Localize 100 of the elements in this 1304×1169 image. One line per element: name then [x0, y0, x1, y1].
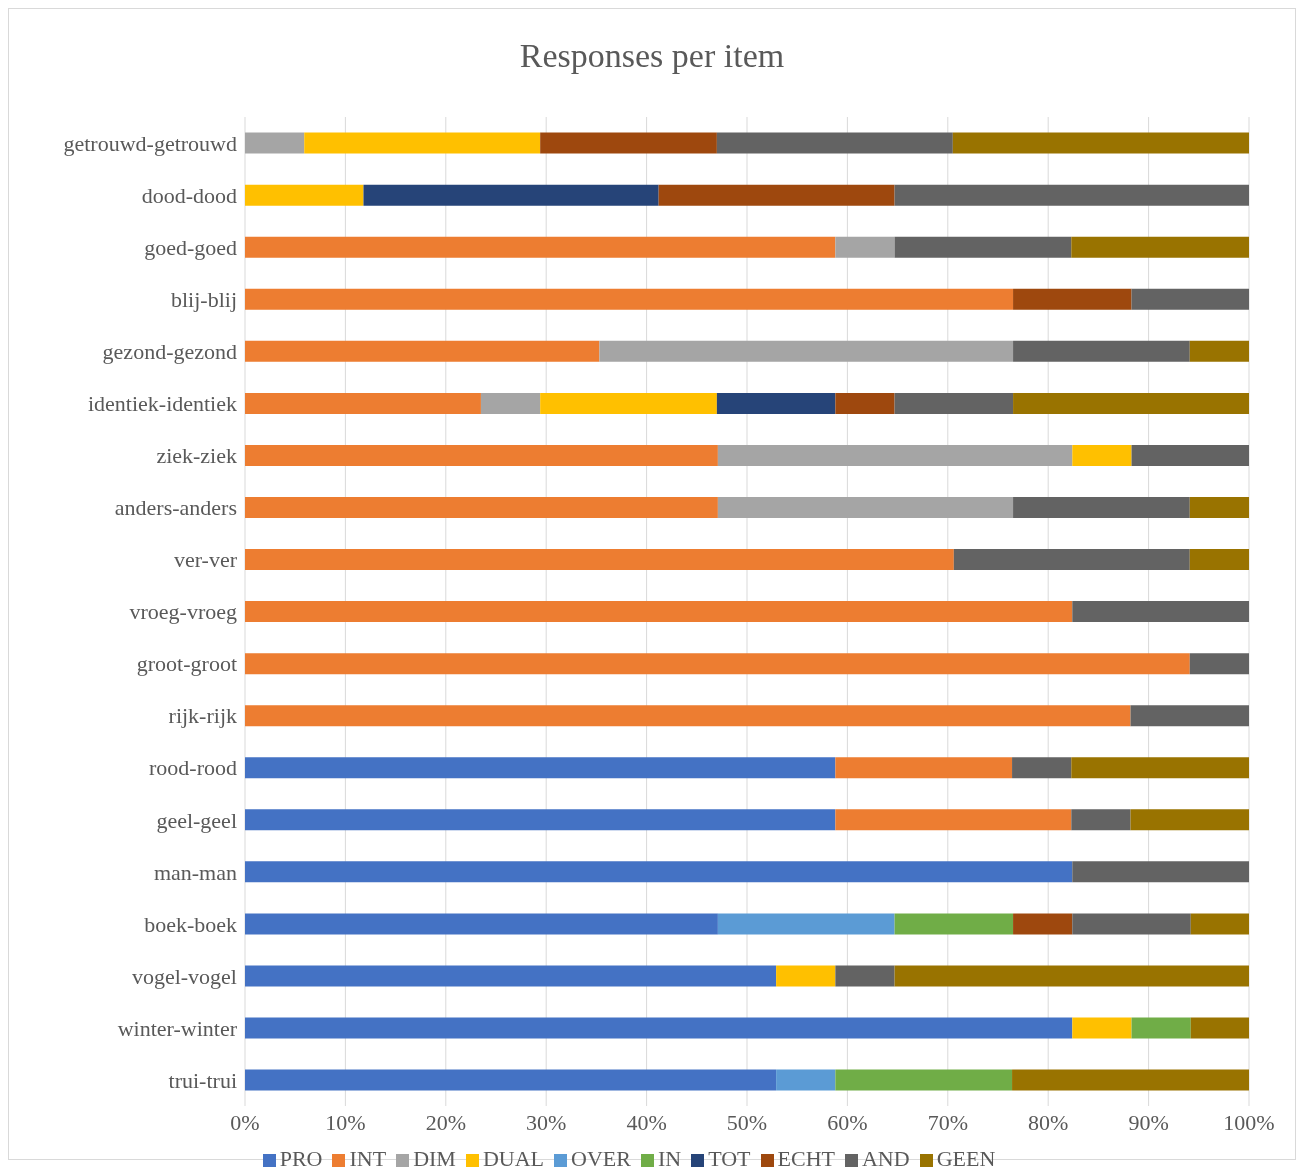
y-tick-label: vroeg-vroeg [129, 599, 237, 625]
y-tick-label: ziek-ziek [156, 443, 237, 469]
y-tick-label: gezond-gezond [102, 339, 237, 365]
legend-label: INT [349, 1146, 387, 1169]
bar [1071, 236, 1249, 258]
bar [540, 132, 717, 154]
bar [1072, 1017, 1132, 1039]
legend-label: ECHT [777, 1146, 835, 1169]
y-tick-label: trui-trui [168, 1067, 237, 1093]
legend-label: AND [861, 1146, 910, 1169]
bar [1013, 392, 1249, 414]
bar [245, 965, 777, 987]
y-tick-label: ver-ver [173, 547, 238, 573]
bar [245, 392, 481, 414]
bar [1072, 444, 1132, 466]
bar [245, 444, 718, 466]
legend-label: TOT [708, 1146, 751, 1169]
y-tick-label: geel-geel [156, 807, 237, 833]
x-tick-label: 30% [526, 1109, 567, 1135]
bar [835, 392, 895, 414]
bar [1130, 809, 1249, 831]
bar [658, 184, 895, 206]
bar [1189, 549, 1249, 571]
x-tick-label: 100% [1223, 1109, 1275, 1135]
bar [245, 653, 1190, 675]
bar [480, 392, 541, 414]
chart-title: Responses per item [518, 36, 786, 76]
y-tick-label: man-man [153, 859, 237, 885]
bar [716, 392, 836, 414]
y-tick-label: blij-blij [171, 286, 237, 312]
x-tick-label: 80% [1028, 1109, 1069, 1135]
legend-label: PRO [279, 1146, 323, 1169]
bar [1013, 340, 1190, 362]
y-tick-label: anders-anders [114, 495, 237, 521]
bar [245, 1017, 1073, 1039]
y-tick-label: groot-groot [136, 651, 237, 677]
bar [835, 236, 895, 258]
bar [245, 549, 954, 571]
bar [1013, 913, 1073, 935]
bar [245, 809, 836, 831]
bar [1189, 340, 1249, 362]
x-tick-label: 20% [425, 1109, 466, 1135]
bar [894, 392, 1014, 414]
bar [245, 705, 1131, 727]
bar [717, 913, 895, 935]
bar [953, 549, 1190, 571]
bar [952, 132, 1249, 154]
x-tick-label: 0% [230, 1109, 260, 1135]
y-tick-label: boek-boek [144, 911, 237, 937]
bar [716, 132, 953, 154]
bar [599, 340, 1014, 362]
y-tick-label: dood-dood [141, 182, 237, 208]
bar [894, 965, 1249, 987]
bar [717, 496, 1014, 518]
legend-label: OVER [571, 1146, 631, 1169]
bar [1072, 913, 1191, 935]
x-tick-label: 10% [325, 1109, 366, 1135]
bar [245, 1069, 777, 1091]
bar [894, 913, 1014, 935]
bar [1071, 757, 1249, 779]
bar [1131, 1017, 1191, 1039]
bar [717, 444, 1073, 466]
bar [363, 184, 659, 206]
bar [1131, 288, 1249, 310]
bar [1072, 861, 1249, 883]
x-tick-label: 60% [827, 1109, 868, 1135]
bar [245, 184, 364, 206]
bar [245, 236, 836, 258]
legend-label: GEEN [936, 1146, 996, 1169]
bar [1190, 1017, 1249, 1039]
x-tick-label: 90% [1128, 1109, 1169, 1135]
bar [245, 288, 1014, 310]
bar [245, 340, 600, 362]
bar [245, 861, 1073, 883]
y-tick-label: rijk-rijk [168, 703, 237, 729]
x-tick-label: 70% [927, 1109, 968, 1135]
bar [894, 236, 1072, 258]
legend-label: DUAL [482, 1146, 545, 1169]
y-tick-label: rood-rood [149, 755, 237, 781]
bar [245, 601, 1073, 623]
bar [894, 184, 1249, 206]
bar [1013, 288, 1132, 310]
bar [1012, 757, 1072, 779]
bar [1189, 653, 1249, 675]
bar [1131, 444, 1249, 466]
bar [1072, 601, 1249, 623]
bar [1071, 809, 1131, 831]
bar [776, 965, 836, 987]
bar [245, 757, 836, 779]
y-tick-label: vogel-vogel [131, 963, 237, 989]
legend-label: DIM [413, 1146, 456, 1169]
bar [835, 1069, 1013, 1091]
bar [304, 132, 541, 154]
y-tick-label: getrouwd-getrouwd [63, 130, 237, 156]
bar [835, 757, 1013, 779]
bar [1130, 705, 1249, 727]
y-tick-label: winter-winter [117, 1015, 238, 1041]
bar [245, 496, 718, 518]
bar [245, 913, 718, 935]
bar [1189, 496, 1249, 518]
